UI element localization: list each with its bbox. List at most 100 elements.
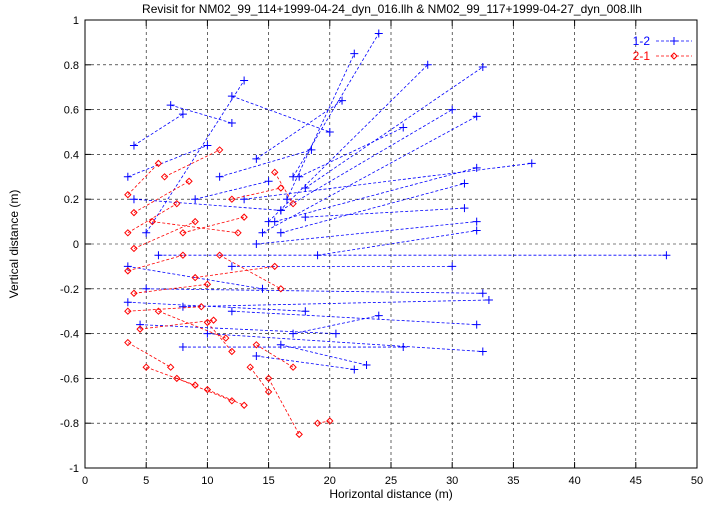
- data-point: [173, 374, 181, 383]
- legend-marker: [670, 37, 678, 45]
- data-point: [227, 262, 236, 271]
- series-segment: [195, 266, 275, 278]
- data-point: [136, 325, 144, 333]
- data-point: [130, 289, 138, 297]
- data-point: [173, 199, 181, 208]
- data-point: [289, 329, 298, 338]
- data-point: [123, 172, 132, 181]
- series-segment: [127, 266, 263, 290]
- data-point: [124, 307, 132, 315]
- data-point: [472, 226, 481, 235]
- data-point: [191, 217, 199, 226]
- data-point: [215, 251, 224, 259]
- data-point: [228, 347, 236, 356]
- data-point: [472, 163, 481, 172]
- series-segment: [133, 198, 281, 211]
- data-point: [178, 343, 187, 352]
- data-point: [179, 251, 187, 259]
- data-point: [252, 240, 261, 248]
- series-segment: [268, 378, 300, 435]
- data-point: [264, 388, 273, 396]
- series-segment: [219, 254, 282, 290]
- data-point: [123, 262, 132, 271]
- data-point: [203, 385, 212, 394]
- data-point: [178, 302, 187, 311]
- data-point: [258, 228, 267, 237]
- series-segment: [292, 33, 380, 178]
- data-point: [191, 273, 199, 282]
- data-point: [123, 298, 132, 307]
- data-point: [130, 244, 138, 253]
- series-segment: [164, 149, 220, 178]
- legend-label: 2-1: [633, 49, 651, 63]
- data-point: [246, 363, 254, 371]
- series-segment: [256, 355, 355, 370]
- data-point: [252, 352, 261, 360]
- data-point: [264, 177, 273, 186]
- y-tick-label: -1: [69, 463, 79, 475]
- data-point: [228, 195, 236, 203]
- data-point: [203, 280, 212, 289]
- series-segment: [145, 80, 245, 234]
- series-segment: [140, 319, 214, 330]
- series-segment: [256, 344, 294, 368]
- data-point: [154, 159, 163, 168]
- series-1-2: [123, 29, 671, 374]
- x-axis-label: Horizontal distance (m): [329, 487, 452, 501]
- series-segment: [219, 149, 312, 178]
- series-segment: [152, 221, 239, 234]
- y-axis-label: Vertical distance (m): [7, 190, 21, 299]
- data-point: [374, 29, 383, 38]
- series-segment: [231, 187, 281, 200]
- data-point: [276, 206, 285, 215]
- data-point: [271, 262, 279, 271]
- y-tick-label: 0.8: [64, 60, 79, 72]
- data-point: [331, 329, 340, 338]
- legend-marker: [670, 52, 678, 60]
- data-point: [240, 76, 249, 85]
- data-point: [277, 285, 285, 293]
- data-point: [478, 289, 487, 298]
- data-point: [423, 60, 432, 69]
- series-segment: [231, 95, 330, 133]
- x-tick-label: 35: [507, 475, 519, 487]
- data-point: [264, 374, 273, 383]
- data-point: [527, 159, 536, 168]
- data-point: [301, 307, 310, 316]
- data-point: [448, 105, 457, 114]
- series-segment: [127, 203, 178, 234]
- data-point: [313, 251, 322, 260]
- series-segment: [146, 366, 196, 386]
- data-point: [276, 340, 285, 349]
- data-point: [124, 191, 132, 199]
- legend: 1-22-1: [633, 34, 692, 63]
- x-tick-label: 50: [691, 475, 703, 487]
- data-point: [197, 303, 205, 311]
- x-tick-label: 25: [385, 475, 397, 487]
- data-point: [124, 338, 132, 347]
- data-point: [124, 267, 132, 275]
- data-point: [166, 363, 175, 371]
- series-segment: [274, 172, 294, 204]
- data-point: [142, 228, 151, 237]
- data-point: [203, 318, 212, 327]
- y-tick-label: -0.4: [60, 329, 79, 341]
- data-point: [209, 316, 218, 324]
- data-point: [350, 365, 359, 374]
- data-point: [136, 320, 145, 329]
- x-tick-label: 20: [324, 475, 336, 487]
- data-point: [124, 229, 132, 237]
- series-segment: [268, 64, 429, 222]
- series-segment: [262, 115, 477, 234]
- data-point: [276, 228, 285, 237]
- series-segment: [244, 162, 532, 200]
- data-point: [301, 213, 310, 222]
- data-point: [215, 172, 224, 181]
- data-point: [227, 307, 236, 316]
- data-point: [240, 401, 248, 409]
- data-point: [166, 101, 175, 110]
- series-segment: [133, 180, 190, 213]
- series-segment: [170, 104, 232, 124]
- y-tick-label: -0.6: [60, 373, 79, 385]
